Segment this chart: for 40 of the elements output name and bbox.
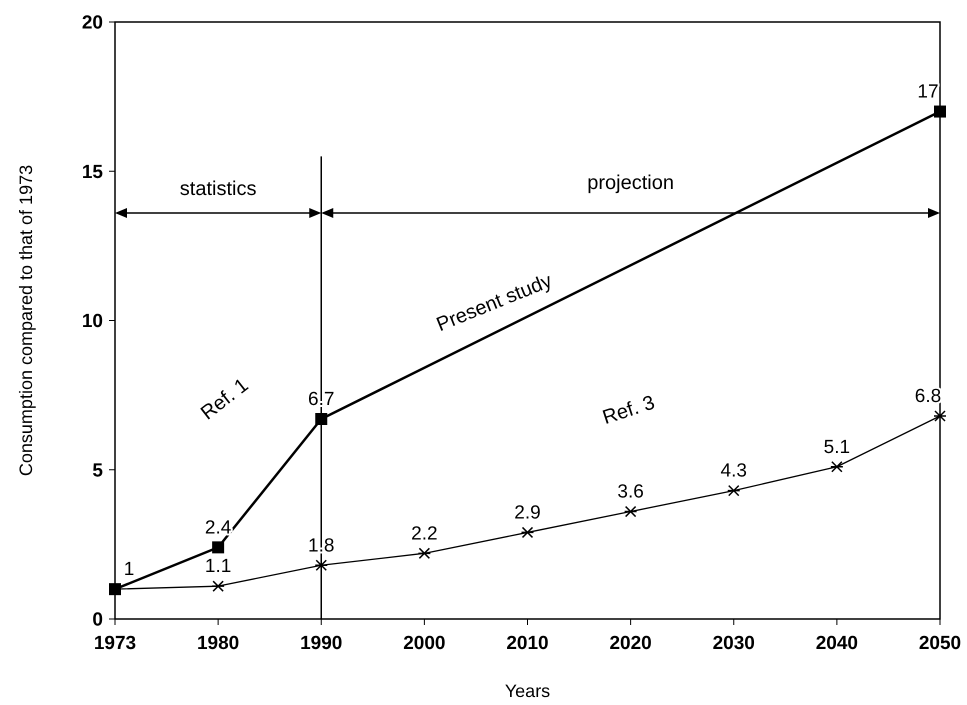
x-tick-label: 2010 bbox=[506, 633, 549, 654]
point bbox=[933, 410, 947, 422]
x-tick-label: 2000 bbox=[403, 633, 446, 654]
data-label: 17 bbox=[917, 82, 939, 103]
annotation: Ref. 1 bbox=[196, 374, 253, 424]
x-axis-title: Years bbox=[504, 681, 550, 701]
point bbox=[934, 106, 946, 118]
data-label: 2.2 bbox=[411, 523, 438, 544]
annotation: projection bbox=[587, 172, 674, 194]
point bbox=[520, 526, 534, 538]
point bbox=[212, 541, 224, 554]
x-tick-label: 2050 bbox=[918, 633, 962, 654]
point bbox=[211, 580, 225, 592]
x-tick-label: 1980 bbox=[196, 633, 240, 654]
data-label: 4.3 bbox=[720, 460, 747, 482]
annotation: Ref. 3 bbox=[600, 392, 658, 430]
x-tick-label: 2020 bbox=[609, 633, 652, 654]
point bbox=[314, 560, 328, 572]
data-label: 2.9 bbox=[514, 502, 541, 524]
y-tick-label: 15 bbox=[82, 162, 104, 183]
point bbox=[830, 461, 844, 473]
annotation: statistics bbox=[180, 178, 256, 200]
point bbox=[315, 413, 328, 426]
data-label: 1.1 bbox=[204, 556, 232, 578]
point bbox=[418, 548, 432, 560]
y-axis-title: Consumption compared to that of 1973 bbox=[16, 164, 36, 476]
point bbox=[727, 484, 740, 496]
x-tick-label: 2040 bbox=[816, 633, 858, 654]
point bbox=[624, 506, 638, 518]
data-label: 3.6 bbox=[617, 482, 644, 503]
data-label: 5.1 bbox=[824, 436, 850, 458]
y-tick-label: 10 bbox=[82, 311, 103, 332]
y-tick-label: 5 bbox=[92, 460, 104, 482]
x-tick-label: 2030 bbox=[712, 633, 755, 654]
y-tick-label: 20 bbox=[82, 12, 103, 34]
data-label: 1 bbox=[124, 559, 134, 580]
y-tick-label: 0 bbox=[92, 610, 103, 631]
x-tick-label: 1973 bbox=[94, 633, 136, 654]
data-label: 2.4 bbox=[204, 517, 232, 538]
x-tick-label: 1990 bbox=[300, 633, 342, 654]
